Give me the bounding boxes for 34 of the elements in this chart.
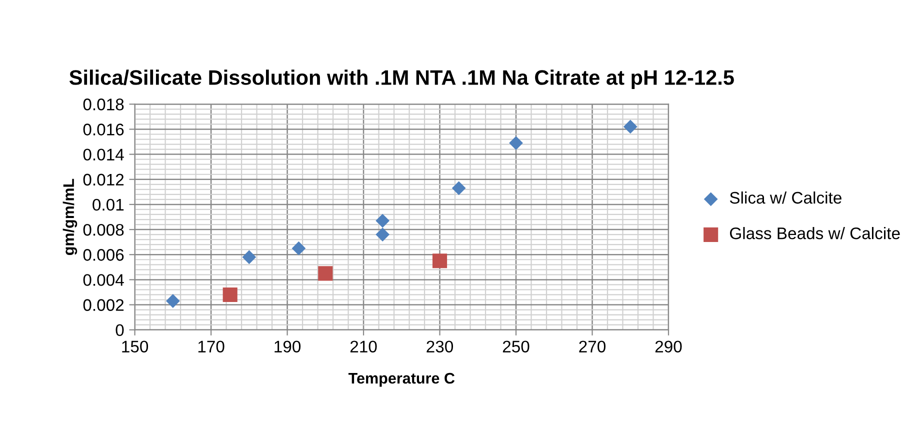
y-tick-label: 0 bbox=[116, 324, 124, 336]
x-tick-label: 290 bbox=[655, 340, 682, 352]
chart-title: Silica/Silicate Dissolution with .1M NTA .1M Na Citrate at pH 12-12.5 bbox=[69, 70, 734, 90]
y-tick-label: 0.016 bbox=[83, 124, 124, 136]
point bbox=[509, 136, 523, 150]
point bbox=[222, 287, 238, 302]
point bbox=[376, 214, 390, 228]
point bbox=[432, 254, 448, 268]
point bbox=[242, 250, 256, 264]
x-tick-label: 190 bbox=[274, 340, 301, 352]
point bbox=[452, 181, 466, 196]
y-tick-label: 0.014 bbox=[83, 148, 124, 161]
point bbox=[166, 294, 180, 308]
point bbox=[292, 241, 306, 256]
x-tick-label: 170 bbox=[198, 340, 224, 352]
legend-label: Glass Beads w/ Calcite bbox=[730, 227, 900, 240]
y-tick-label: 0.006 bbox=[83, 249, 124, 261]
x-tick-label: 270 bbox=[579, 340, 606, 352]
y-tick-label: 0.012 bbox=[83, 174, 124, 186]
legend-label: Slica w/ Calcite bbox=[730, 191, 842, 204]
point bbox=[623, 120, 638, 134]
x-tick-label: 150 bbox=[122, 340, 148, 352]
y-axis-title: gm/gm/mL bbox=[62, 178, 78, 255]
y-tick-label: 0.004 bbox=[83, 274, 124, 286]
x-axis-title: Temperature C bbox=[348, 372, 455, 387]
y-tick-label: 0.008 bbox=[83, 224, 124, 236]
point bbox=[318, 266, 333, 281]
x-tick-label: 230 bbox=[426, 340, 454, 352]
point bbox=[376, 228, 390, 242]
y-tick-label: 0.01 bbox=[92, 198, 124, 211]
y-tick-label: 0.002 bbox=[83, 299, 124, 311]
x-tick-label: 250 bbox=[502, 340, 530, 352]
y-tick-label: 0.018 bbox=[83, 98, 124, 110]
x-tick-label: 210 bbox=[350, 340, 377, 352]
